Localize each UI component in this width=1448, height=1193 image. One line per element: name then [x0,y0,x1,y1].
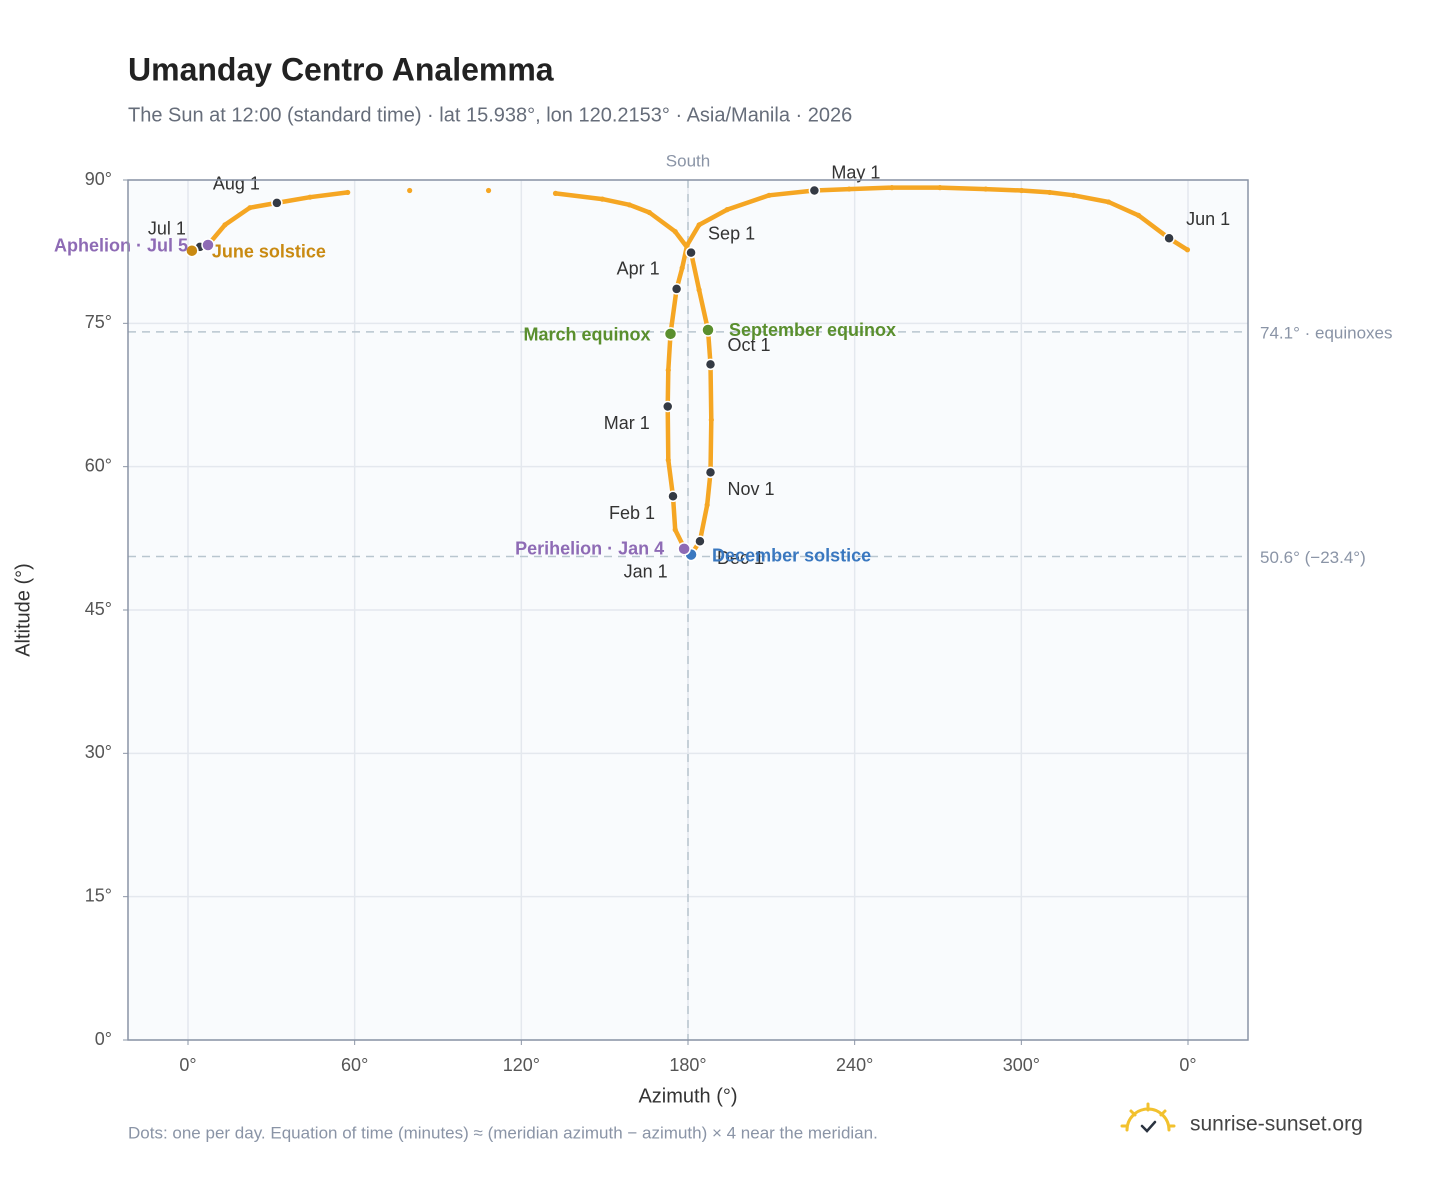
day-dot [626,202,632,208]
day-dot [766,192,772,198]
event-marker [185,243,199,258]
event-marker [704,466,717,479]
logo-check [1140,1120,1157,1133]
y-tick-label: 15° [85,885,112,905]
day-dot [646,209,652,216]
x-tick-label: 0° [179,1055,196,1075]
event-label: June solstice [212,241,326,261]
reference-label: 50.6° (−23.4°) [1260,548,1366,567]
event-label: Jun 1 [1186,209,1230,229]
event-label: March equinox [523,325,650,345]
event-marker [271,197,283,209]
day-dot [1047,189,1053,196]
event-marker [685,246,697,259]
x-tick-label: 0° [1179,1055,1196,1075]
event-marker [663,327,678,341]
x-axis-label: Azimuth (°) [638,1085,737,1107]
event-marker [201,238,215,252]
day-dot [1105,199,1112,205]
chart-title: Umanday Centro Analemma [128,51,554,87]
day-dot [1135,212,1142,218]
event-label: September equinox [729,320,896,340]
day-dot [679,265,685,271]
event-label: Jan 1 [624,561,668,581]
day-dot [672,229,678,235]
day-dot [222,222,228,228]
y-tick-label: 0° [95,1029,112,1049]
day-dot [937,185,943,191]
event-label: May 1 [831,162,880,182]
event-label: Apr 1 [617,259,660,279]
day-dot [1019,187,1025,194]
reference-label: 74.1° · equinoxes [1260,323,1393,342]
event-marker [670,283,683,295]
event-label: Oct 1 [728,335,771,355]
day-dot [665,367,671,373]
day-dot [1070,192,1077,198]
day-dot [485,187,492,194]
event-label: Dec 1 [717,548,764,568]
y-tick-label: 90° [85,169,112,189]
event-label: Aphelion · Jul 5 [54,236,188,256]
event-marker [808,184,821,197]
logo-ray [1129,1109,1137,1117]
day-dot [708,417,714,423]
event-label: Perihelion · Jan 4 [515,539,664,559]
day-dot [846,186,852,192]
event-label: Mar 1 [604,413,650,433]
day-dot [983,186,989,192]
event-label: Aug 1 [213,174,260,194]
event-label: Feb 1 [609,503,655,523]
event-marker [661,400,674,413]
x-tick-label: 60° [341,1055,368,1075]
event-label: Nov 1 [728,479,775,499]
day-dot [407,187,413,194]
y-tick-label: 75° [85,312,112,332]
day-dot [307,194,313,200]
x-tick-label: 180° [669,1055,706,1075]
event-marker [677,542,691,556]
day-dot [1184,247,1191,253]
day-dot [672,527,678,533]
day-dot [552,190,559,196]
day-dot [247,205,253,211]
logo-ray [1159,1109,1167,1117]
day-dot [665,457,671,463]
day-dot [696,287,702,293]
brand-name: sunrise-sunset.org [1190,1113,1363,1136]
event-marker [701,323,715,337]
event-marker [694,535,706,547]
y-tick-label: 45° [85,599,112,619]
event-label: Jul 1 [148,219,186,239]
x-tick-label: 240° [836,1055,873,1075]
day-dot [684,242,690,248]
x-tick-label: 120° [503,1055,540,1075]
event-marker [667,490,679,503]
reference-label: South [666,151,710,170]
brand-logo [1120,1102,1176,1133]
day-dot [889,185,895,191]
day-dot [599,196,606,202]
event-label: Sep 1 [708,223,755,243]
data-layer: Jan 1 Feb 1 Mar 1 Apr 1 May 1 Jun 1 Jul 1 Aug 1… [54,162,1230,581]
day-dot [704,502,710,508]
event-marker [1163,232,1175,245]
day-dot [345,189,351,196]
event-marker [704,358,717,371]
event-label: December solstice [712,545,871,565]
y-tick-label: 60° [85,455,112,475]
x-tick-label: 300° [1003,1055,1040,1075]
day-dot [696,222,702,228]
chart-subtitle: The Sun at 12:00 (standard time) · lat 1… [128,104,852,126]
footnote: Dots: one per day. Equation of time (min… [128,1123,878,1142]
day-dot [724,207,730,213]
y-axis-label: Altitude (°) [12,563,34,657]
y-tick-label: 30° [85,742,112,762]
